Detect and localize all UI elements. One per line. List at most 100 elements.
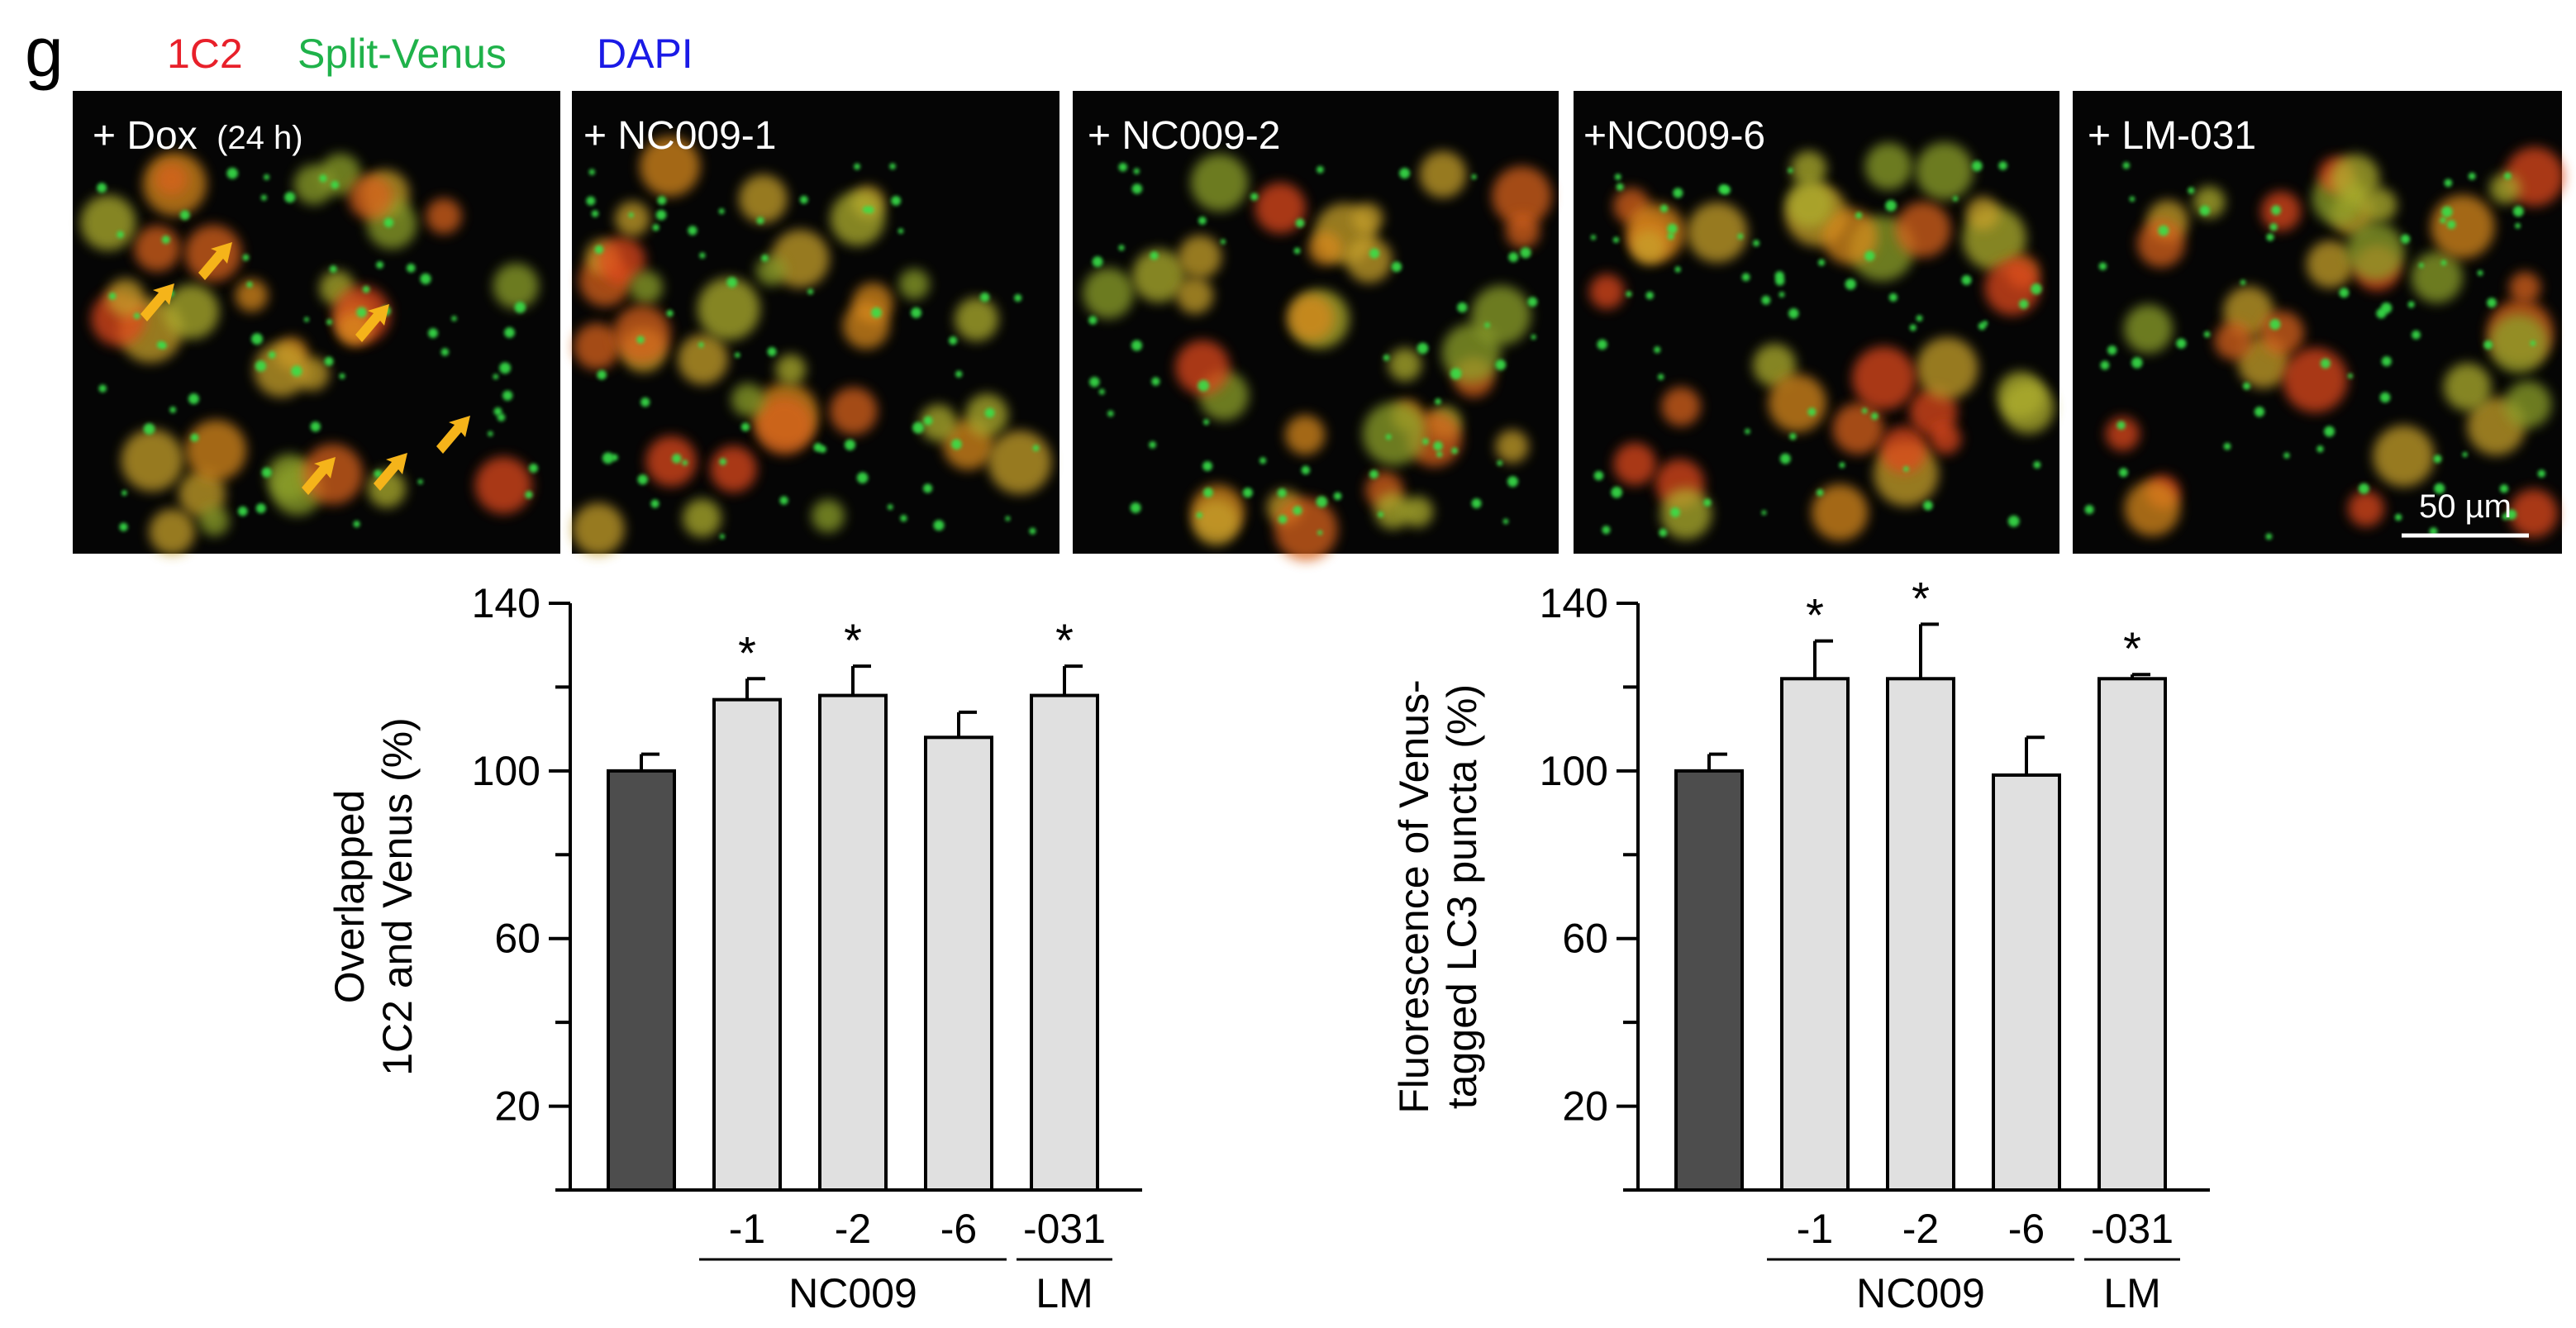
venus-puncta bbox=[2324, 426, 2336, 437]
cell-blob bbox=[1821, 208, 1878, 264]
cell-blob bbox=[811, 499, 845, 533]
cell-blob bbox=[1285, 415, 1326, 455]
venus-puncta bbox=[1670, 507, 1680, 517]
venus-puncta bbox=[1092, 256, 1103, 268]
venus-puncta bbox=[637, 474, 648, 485]
venus-puncta bbox=[2084, 504, 2094, 515]
y-tick-label: 60 bbox=[494, 916, 540, 962]
significance-marker: * bbox=[738, 626, 756, 678]
venus-puncta bbox=[1645, 291, 1654, 300]
venus-puncta bbox=[310, 421, 321, 432]
cell-blob bbox=[1879, 426, 1927, 474]
cell-blob bbox=[426, 198, 462, 235]
venus-puncta bbox=[2320, 358, 2331, 369]
venus-puncta bbox=[1196, 512, 1202, 519]
venus-puncta bbox=[2412, 330, 2421, 340]
y-axis-label: Fluorescence of Venus-tagged LC3 puncta … bbox=[1391, 679, 1485, 1113]
venus-puncta bbox=[169, 406, 177, 413]
venus-puncta bbox=[353, 521, 360, 528]
micrograph-label-nc009-1: + NC009-1 bbox=[583, 114, 776, 158]
venus-puncta bbox=[504, 327, 515, 338]
cell-blob bbox=[1352, 202, 1383, 234]
group-label: LM bbox=[2103, 1270, 2160, 1316]
y-axis-label-line: Fluorescence of Venus- bbox=[1391, 679, 1437, 1113]
venus-puncta bbox=[2418, 263, 2424, 269]
micrograph-nc009-2: + NC009-2 bbox=[1073, 91, 1559, 561]
venus-puncta bbox=[2444, 178, 2453, 188]
venus-puncta bbox=[1005, 516, 1011, 521]
venus-puncta bbox=[2129, 196, 2136, 202]
venus-puncta bbox=[242, 254, 250, 261]
x-tick-label: -031 bbox=[2091, 1206, 2174, 1252]
cell-blob bbox=[1790, 150, 1827, 187]
cell-blob bbox=[1786, 180, 1834, 228]
venus-puncta bbox=[1133, 168, 1140, 174]
venus-puncta bbox=[529, 464, 539, 473]
venus-puncta bbox=[2265, 533, 2273, 540]
y-axis-label: Overlapped1C2 and Venus (%) bbox=[326, 717, 421, 1076]
venus-puncta bbox=[284, 192, 296, 203]
cell-blob bbox=[775, 354, 807, 385]
cell-blob bbox=[2431, 194, 2495, 259]
cell-blob bbox=[155, 163, 188, 196]
venus-puncta bbox=[237, 506, 248, 516]
significance-marker: * bbox=[1806, 589, 1824, 641]
venus-puncta bbox=[1250, 193, 1259, 201]
cell-blob bbox=[293, 164, 334, 205]
y-tick-label: 20 bbox=[1562, 1083, 1608, 1130]
venus-puncta bbox=[1198, 217, 1207, 225]
venus-puncta bbox=[108, 292, 117, 300]
cell-blob bbox=[254, 342, 308, 397]
venus-puncta bbox=[1317, 165, 1324, 174]
venus-puncta bbox=[1089, 376, 1100, 388]
cell-blob bbox=[1083, 268, 1134, 319]
cell-blob bbox=[1864, 142, 1912, 190]
cell-blob bbox=[302, 444, 364, 505]
venus-puncta bbox=[1961, 274, 1972, 286]
venus-puncta bbox=[374, 469, 383, 478]
venus-puncta bbox=[331, 180, 340, 189]
venus-puncta bbox=[650, 499, 659, 508]
venus-puncta bbox=[1971, 160, 1983, 172]
venus-puncta bbox=[900, 514, 907, 522]
venus-puncta bbox=[451, 316, 457, 321]
venus-puncta bbox=[1317, 530, 1323, 535]
venus-puncta bbox=[226, 167, 239, 179]
cell-blob bbox=[1255, 182, 1307, 234]
venus-puncta bbox=[799, 195, 808, 204]
significance-marker: * bbox=[1055, 614, 1074, 666]
venus-puncta bbox=[1293, 247, 1301, 255]
cell-blob bbox=[920, 404, 957, 442]
bar bbox=[2097, 677, 2167, 1192]
venus-puncta bbox=[2380, 302, 2393, 314]
cell-blob bbox=[2124, 480, 2181, 536]
venus-puncta bbox=[1495, 359, 1507, 370]
arrow-marker bbox=[302, 457, 336, 495]
venus-puncta bbox=[719, 534, 726, 540]
venus-puncta bbox=[2407, 301, 2415, 308]
venus-puncta bbox=[488, 431, 493, 437]
arrow-marker bbox=[198, 242, 232, 280]
cell-blob bbox=[1471, 285, 1531, 345]
venus-puncta bbox=[2033, 461, 2041, 469]
venus-puncta bbox=[1817, 259, 1826, 266]
venus-puncta bbox=[1301, 465, 1311, 475]
cell-blob bbox=[1345, 236, 1393, 283]
venus-puncta bbox=[1902, 466, 1909, 472]
venus-puncta bbox=[1130, 502, 1141, 514]
venus-puncta bbox=[406, 264, 416, 273]
venus-puncta bbox=[1761, 510, 1767, 516]
venus-puncta bbox=[1098, 388, 1105, 395]
venus-puncta bbox=[2031, 283, 2042, 295]
venus-puncta bbox=[1032, 445, 1040, 451]
cell-blob bbox=[1505, 214, 1540, 249]
y-axis-label-line: tagged LC3 puncta (%) bbox=[1439, 684, 1485, 1109]
venus-puncta bbox=[376, 261, 383, 269]
venus-puncta bbox=[636, 336, 645, 344]
cell-blob bbox=[1178, 235, 1222, 279]
bar-chart-venus-puncta: 20 60 100 140 Fluorescence of Venus-tagged L… bbox=[1391, 572, 2210, 1316]
venus-puncta bbox=[525, 491, 533, 499]
venus-puncta bbox=[1602, 526, 1611, 535]
venus-puncta bbox=[856, 472, 869, 483]
venus-puncta bbox=[2242, 382, 2250, 390]
